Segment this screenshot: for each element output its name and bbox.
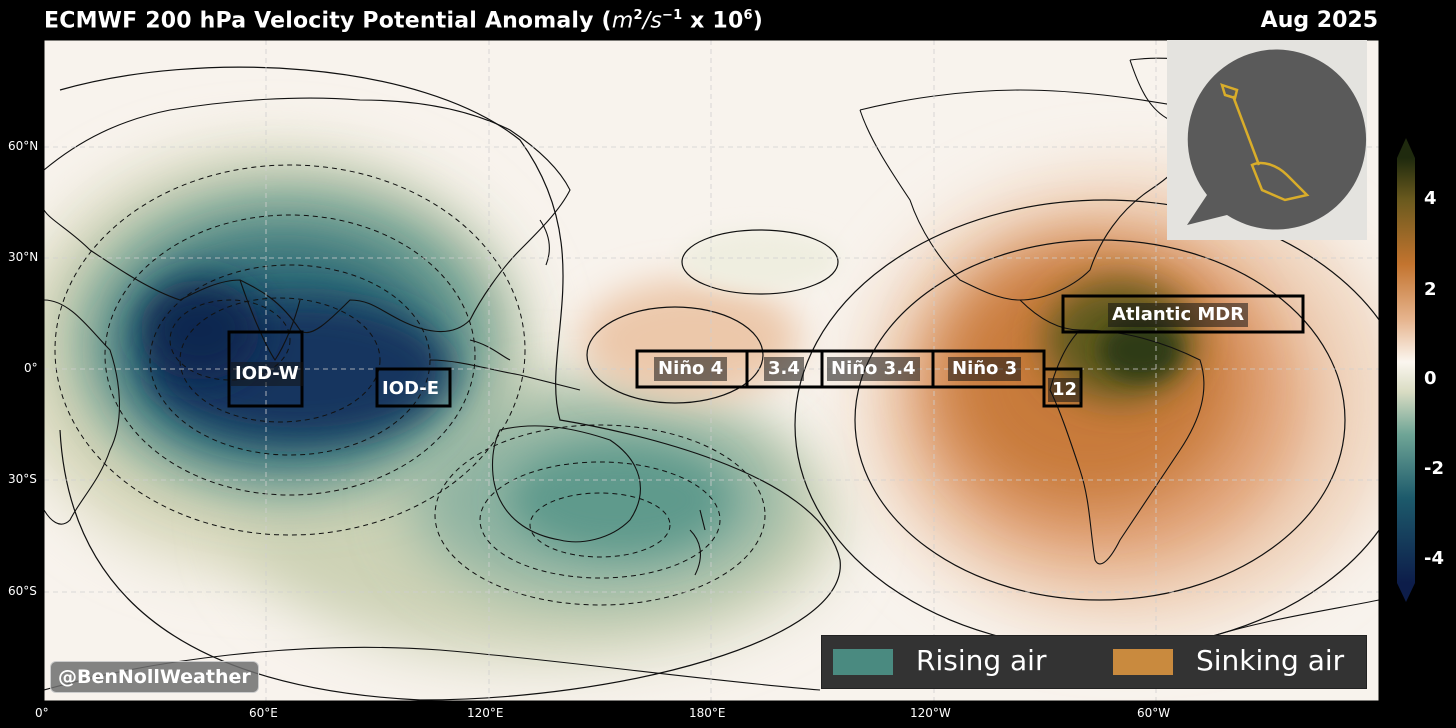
logo-panel bbox=[1167, 40, 1367, 240]
colorbar-tick: 0 bbox=[1424, 368, 1437, 389]
legend-label-sinking: Sinking air bbox=[1196, 644, 1345, 677]
box-atlantic-mdr bbox=[1061, 294, 1305, 334]
region-label-3-4: 3.4 bbox=[764, 357, 804, 381]
colorbar-tick: 2 bbox=[1424, 279, 1437, 300]
region-label-nino4: Niño 4 bbox=[654, 357, 728, 381]
colorbar-tick: -4 bbox=[1424, 548, 1444, 569]
legend-swatch-rising bbox=[833, 649, 893, 675]
region-label-atlantic-mdr: Atlantic MDR bbox=[1108, 303, 1249, 327]
y-tick: 30°S bbox=[8, 472, 37, 486]
box-iod-e bbox=[375, 367, 452, 408]
x-tick: 60°E bbox=[249, 706, 278, 720]
region-label-iod-e: IOD-E bbox=[382, 378, 440, 399]
forecast-date: Aug 2025 bbox=[1260, 8, 1378, 33]
y-tick: 60°S bbox=[8, 584, 37, 598]
region-label-iod-w: IOD-W bbox=[231, 362, 303, 386]
y-tick: 30°N bbox=[8, 250, 39, 264]
y-tick: 0° bbox=[24, 361, 38, 375]
credit-handle: @BenNollWeather bbox=[50, 661, 259, 693]
legend: Rising air Sinking air bbox=[821, 635, 1367, 689]
legend-label-rising: Rising air bbox=[916, 644, 1047, 677]
map-title: ECMWF 200 hPa Velocity Potential Anomaly… bbox=[44, 8, 763, 34]
x-tick: 0° bbox=[35, 706, 49, 720]
legend-swatch-sinking bbox=[1113, 649, 1173, 675]
shovel-icon bbox=[1187, 49, 1367, 230]
region-label-nino34: Niño 3.4 bbox=[827, 357, 920, 381]
region-label-nino12: 12 bbox=[1048, 378, 1082, 402]
x-tick: 60°W bbox=[1137, 706, 1171, 720]
x-tick: 180°E bbox=[689, 706, 726, 720]
region-label-nino3: Niño 3 bbox=[948, 357, 1022, 381]
y-tick: 60°N bbox=[8, 139, 39, 153]
x-tick: 120°W bbox=[910, 706, 951, 720]
map-panel bbox=[43, 39, 1380, 702]
colorbar bbox=[1397, 138, 1415, 602]
x-tick: 120°E bbox=[467, 706, 504, 720]
colorbar-tick: -2 bbox=[1424, 458, 1444, 479]
colorbar-tick: 4 bbox=[1424, 188, 1437, 209]
